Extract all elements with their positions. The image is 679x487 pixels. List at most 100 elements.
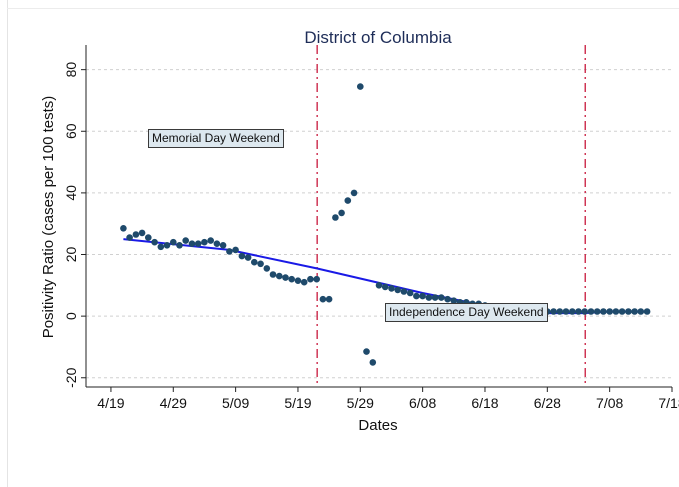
x-axis-title: Dates — [358, 417, 397, 434]
data-point — [263, 265, 271, 272]
data-point — [201, 238, 208, 246]
fit-line — [123, 238, 648, 315]
data-point — [438, 294, 445, 301]
axes — [85, 45, 672, 388]
data-point — [581, 308, 588, 315]
data-point — [363, 348, 370, 355]
x-tick-label: 5/29 — [347, 395, 374, 411]
data-point — [294, 277, 302, 285]
data-point — [450, 297, 458, 305]
data-point — [569, 308, 576, 315]
data-point — [207, 237, 214, 244]
y-tick-label: 0 — [63, 312, 79, 320]
ticks: -20 0 20 40 60 80 4/19 4/29 5/09 5/19 5/29 6/08 6/18… — [63, 62, 679, 411]
data-point — [251, 258, 258, 266]
frame-top-border — [7, 8, 679, 9]
data-point — [625, 308, 632, 315]
data-point — [637, 308, 645, 315]
data-point — [375, 282, 383, 289]
x-tick-label: 5/09 — [222, 395, 249, 411]
data-point — [562, 308, 570, 315]
data-point — [338, 209, 345, 217]
data-point — [332, 214, 339, 221]
data-point — [425, 294, 433, 301]
data-point — [288, 275, 296, 283]
data-point — [406, 289, 414, 297]
y-tick-label: 20 — [63, 247, 79, 263]
x-tick-label: 6/18 — [471, 395, 498, 411]
data-point — [575, 308, 582, 315]
data-point — [444, 295, 451, 303]
data-point — [238, 252, 246, 260]
data-point — [606, 308, 613, 315]
data-point — [550, 308, 557, 315]
data-point — [300, 278, 308, 286]
independence-day-annotation: Independence Day Weekend — [385, 303, 548, 322]
data-point — [126, 234, 133, 241]
x-tick-label: 4/29 — [160, 395, 187, 411]
grid-layer — [86, 69, 672, 379]
data-point — [138, 229, 146, 237]
data-point — [618, 308, 626, 315]
data-point — [325, 295, 333, 303]
y-tick-label: 80 — [63, 62, 79, 78]
x-tick-label: 7/08 — [596, 395, 623, 411]
points-layer — [120, 83, 651, 366]
data-point — [276, 272, 283, 280]
data-point — [400, 288, 408, 295]
fit-line-layer — [123, 238, 648, 315]
data-point — [369, 359, 377, 366]
data-point — [269, 271, 277, 278]
chart-title: District of Columbia — [304, 28, 452, 47]
data-point — [357, 83, 364, 90]
y-tick-label: -20 — [63, 367, 79, 387]
data-point — [151, 238, 158, 246]
data-point — [307, 275, 314, 283]
data-point — [170, 238, 177, 246]
data-point — [587, 308, 595, 315]
data-point — [244, 254, 252, 261]
data-point — [431, 294, 439, 301]
event-lines — [316, 45, 586, 387]
data-point — [612, 308, 620, 315]
data-point — [120, 225, 127, 232]
data-point — [413, 292, 420, 300]
data-point — [132, 231, 140, 238]
y-tick-label: 40 — [63, 185, 79, 201]
x-tick-label: 4/19 — [97, 395, 124, 411]
data-point — [194, 240, 202, 247]
data-point — [344, 197, 352, 204]
y-tick-label: 60 — [63, 123, 79, 139]
data-point — [319, 295, 327, 303]
data-point — [631, 308, 638, 315]
data-point — [313, 275, 321, 283]
data-point — [643, 308, 651, 315]
data-point — [257, 260, 264, 268]
data-point — [600, 308, 607, 315]
data-point — [163, 242, 171, 249]
memorial-day-annotation: Memorial Day Weekend — [148, 129, 284, 148]
data-point — [350, 189, 358, 197]
data-point — [176, 242, 183, 249]
data-point — [232, 246, 239, 254]
data-point — [213, 240, 221, 247]
x-tick-label: 5/19 — [284, 395, 311, 411]
data-point — [419, 292, 426, 300]
data-point — [593, 308, 601, 315]
data-point — [381, 283, 389, 291]
x-tick-label: 7/18 — [658, 395, 679, 411]
data-point — [226, 248, 233, 255]
data-point — [388, 285, 395, 292]
data-point — [556, 308, 564, 315]
data-point — [145, 234, 152, 241]
data-point — [188, 240, 196, 247]
frame-left-border — [7, 0, 8, 487]
data-point — [282, 274, 289, 281]
x-tick-label: 6/08 — [409, 395, 436, 411]
x-tick-label: 6/28 — [534, 395, 561, 411]
data-point — [394, 286, 402, 294]
data-point — [219, 242, 227, 249]
data-point — [157, 243, 165, 251]
data-point — [182, 237, 189, 244]
